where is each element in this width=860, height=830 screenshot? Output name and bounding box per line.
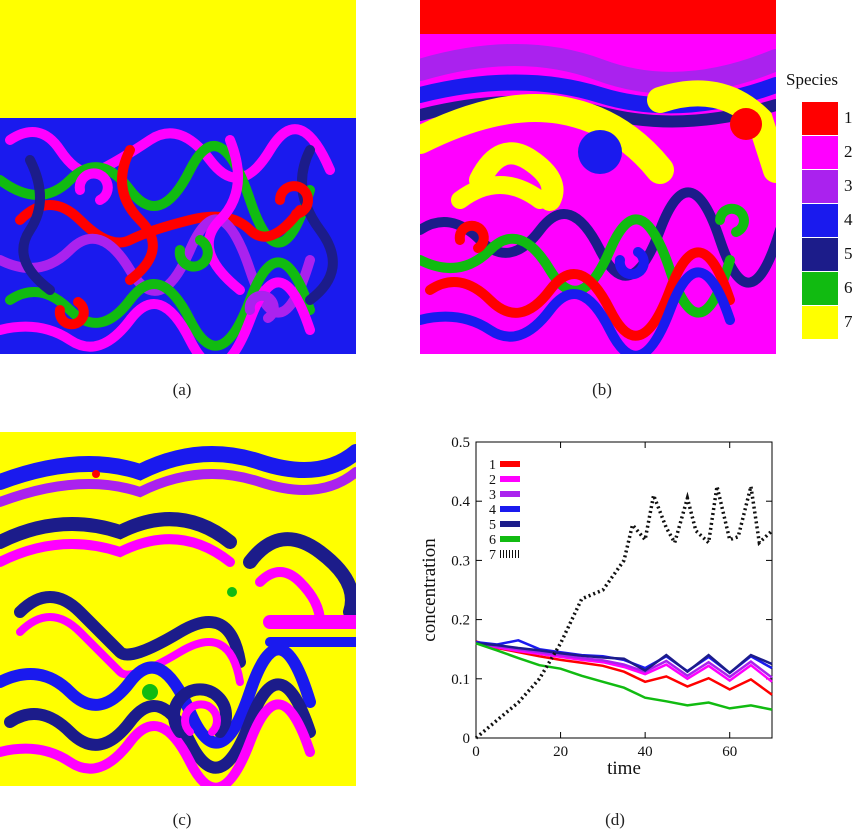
legend-label: 3 [489, 488, 496, 503]
y-tick-label: 0.1 [451, 672, 470, 688]
x-tick-label: 0 [472, 744, 480, 760]
species-legend-item: 2 [802, 136, 860, 169]
caption-a: (a) [172, 380, 192, 399]
y-axis-label: concentration [419, 538, 440, 642]
series-line-5 [475, 642, 773, 675]
species-label: 3 [844, 176, 853, 195]
series-line-7 [474, 485, 774, 740]
legend-label: 5 [489, 518, 496, 533]
concentration-chart: 0 0.1 0.2 0.3 0.4 0.5 0 20 40 60 time concentration… [419, 435, 774, 779]
species-swatch [802, 306, 838, 339]
series-line-6 [475, 642, 773, 711]
species-label: 2 [844, 142, 853, 161]
caption-b: (b) [592, 380, 612, 399]
series-line-2 [475, 642, 773, 683]
species-legend-item: 7 [802, 306, 860, 339]
x-tick-label: 40 [638, 744, 653, 760]
x-axis-label: time [607, 758, 641, 779]
legend-label: 4 [489, 503, 496, 518]
species-label: 7 [844, 312, 853, 331]
species-label: 5 [844, 244, 853, 263]
y-tick-label: 0.5 [451, 435, 470, 451]
caption-c: (c) [172, 810, 192, 829]
y-tick-label: 0 [463, 731, 471, 747]
pattern-panel-a [0, 0, 356, 354]
species-swatch [802, 272, 838, 305]
legend-label: 7 [489, 548, 496, 563]
species-label: 1 [844, 108, 853, 127]
species-legend-item: 1 [802, 102, 860, 135]
legend-label: 2 [489, 473, 496, 488]
species-legend-item: 6 [802, 272, 860, 305]
caption-d: (d) [605, 810, 625, 829]
series-line-3 [475, 642, 773, 679]
y-tick-label: 0.3 [451, 553, 470, 569]
species-legend-title: Species [786, 70, 838, 89]
y-tick-label: 0.2 [451, 613, 470, 629]
pattern-panel-b [420, 0, 776, 354]
species-legend-item: 5 [802, 238, 860, 271]
x-tick-label: 20 [553, 744, 568, 760]
species-label: 6 [844, 278, 853, 297]
plot-frame [475, 441, 773, 739]
species-legend-item: 4 [802, 204, 860, 237]
species-legend-item: 3 [802, 170, 860, 203]
y-tick-label: 0.4 [451, 494, 470, 510]
legend-label: 1 [489, 458, 496, 473]
series-line-1 [475, 640, 773, 696]
species-swatch [802, 170, 838, 203]
species-swatch [802, 102, 838, 135]
x-tick-label: 60 [722, 744, 737, 760]
species-label: 4 [844, 210, 853, 229]
species-swatch [802, 238, 838, 271]
species-swatch [802, 204, 838, 237]
pattern-panel-c [0, 432, 356, 786]
species-swatch [802, 136, 838, 169]
legend-label: 6 [489, 533, 496, 548]
